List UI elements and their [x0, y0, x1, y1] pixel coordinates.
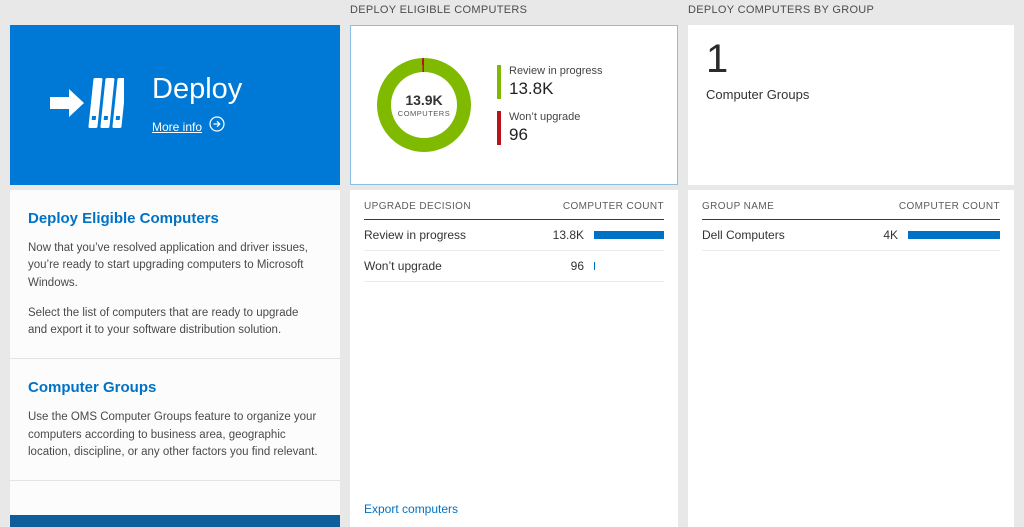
deploy-icon [48, 74, 127, 137]
group-table: GROUP NAME COMPUTER COUNT Dell Computers… [688, 190, 1014, 251]
donut-legend: Review in progress 13.8K Won’t upgrade 9… [497, 65, 603, 145]
donut-center: 13.9K COMPUTERS [391, 72, 457, 138]
legend-swatch-red [497, 111, 501, 145]
row-value: 96 [570, 259, 584, 273]
deploy-eligible-section: Deploy Eligible Computers Now that you’v… [10, 190, 340, 358]
table-row[interactable]: Won’t upgrade 96 [364, 251, 664, 282]
computer-groups-summary-card[interactable]: 1 Computer Groups [688, 25, 1014, 185]
arrow-circle-icon[interactable] [209, 116, 225, 137]
legend-value: 13.8K [509, 79, 554, 98]
computer-groups-paragraph: Use the OMS Computer Groups feature to o… [28, 411, 318, 458]
right-column-header: DEPLOY COMPUTERS BY GROUP [688, 4, 875, 16]
table-header-row: GROUP NAME COMPUTER COUNT [702, 190, 1000, 220]
column-header-computer-count: COMPUTER COUNT [562, 201, 664, 212]
more-info-link[interactable]: More info [152, 119, 203, 134]
row-value: 4K [883, 228, 898, 242]
table-row[interactable]: Review in progress 13.8K [364, 220, 664, 251]
count-bar [908, 231, 1000, 239]
column-header-computer-count: COMPUTER COUNT [898, 201, 1000, 212]
next-tile-strip[interactable] [10, 515, 340, 527]
legend-label: Review in progress [509, 65, 603, 77]
row-bar-container [594, 262, 664, 270]
group-count: 1 [706, 37, 729, 81]
group-count-label: Computer Groups [706, 87, 810, 102]
computer-groups-section: Computer Groups Use the OMS Computer Gro… [10, 359, 340, 480]
legend-value: 96 [509, 125, 528, 144]
section-divider [10, 358, 340, 360]
count-bar [594, 262, 596, 270]
row-bar-container [594, 231, 664, 239]
row-label: Dell Computers [702, 228, 785, 242]
legend-item-review: Review in progress 13.8K [497, 65, 603, 99]
legend-swatch-green [497, 65, 501, 99]
column-header-upgrade-decision: UPGRADE DECISION [364, 201, 471, 212]
eligible-computers-donut-card[interactable]: 13.9K COMPUTERS Review in progress 13.8K… [350, 25, 678, 185]
deploy-tile-text: Deploy More info [152, 73, 242, 137]
deploy-eligible-paragraph-1: Now that you’ve resolved application and… [28, 242, 308, 289]
table-row[interactable]: Dell Computers 4K [702, 220, 1000, 251]
deploy-description-card: Deploy Eligible Computers Now that you’v… [10, 190, 340, 515]
donut-center-label: COMPUTERS [397, 109, 451, 118]
export-computers-link[interactable]: Export computers [364, 502, 459, 516]
upgrade-decision-table: UPGRADE DECISION COMPUTER COUNT Review i… [350, 190, 678, 282]
row-label: Review in progress [364, 228, 467, 242]
row-bar-container [908, 231, 1000, 239]
legend-label: Won’t upgrade [509, 111, 581, 123]
deploy-eligible-paragraph-2: Select the list of computers that are re… [28, 306, 299, 336]
section-divider-bottom [10, 480, 340, 481]
tile-title: Deploy [152, 73, 243, 105]
middle-column-header: DEPLOY ELIGIBLE COMPUTERS [350, 4, 528, 16]
computers-donut-chart: 13.9K COMPUTERS [377, 58, 471, 152]
deploy-tile[interactable]: Deploy More info [10, 25, 340, 185]
deploy-eligible-heading: Deploy Eligible Computers [28, 210, 219, 227]
row-label: Won’t upgrade [364, 259, 442, 273]
count-bar [594, 231, 664, 239]
donut-center-value: 13.9K [405, 92, 443, 108]
column-header-group-name: GROUP NAME [702, 201, 775, 212]
legend-item-wont-upgrade: Won’t upgrade 96 [497, 111, 603, 145]
group-table-card: GROUP NAME COMPUTER COUNT Dell Computers… [688, 190, 1014, 527]
computer-groups-heading: Computer Groups [28, 379, 157, 397]
row-value: 13.8K [552, 228, 584, 242]
table-header-row: UPGRADE DECISION COMPUTER COUNT [364, 190, 664, 220]
upgrade-decision-table-card: UPGRADE DECISION COMPUTER COUNT Review i… [350, 190, 678, 527]
